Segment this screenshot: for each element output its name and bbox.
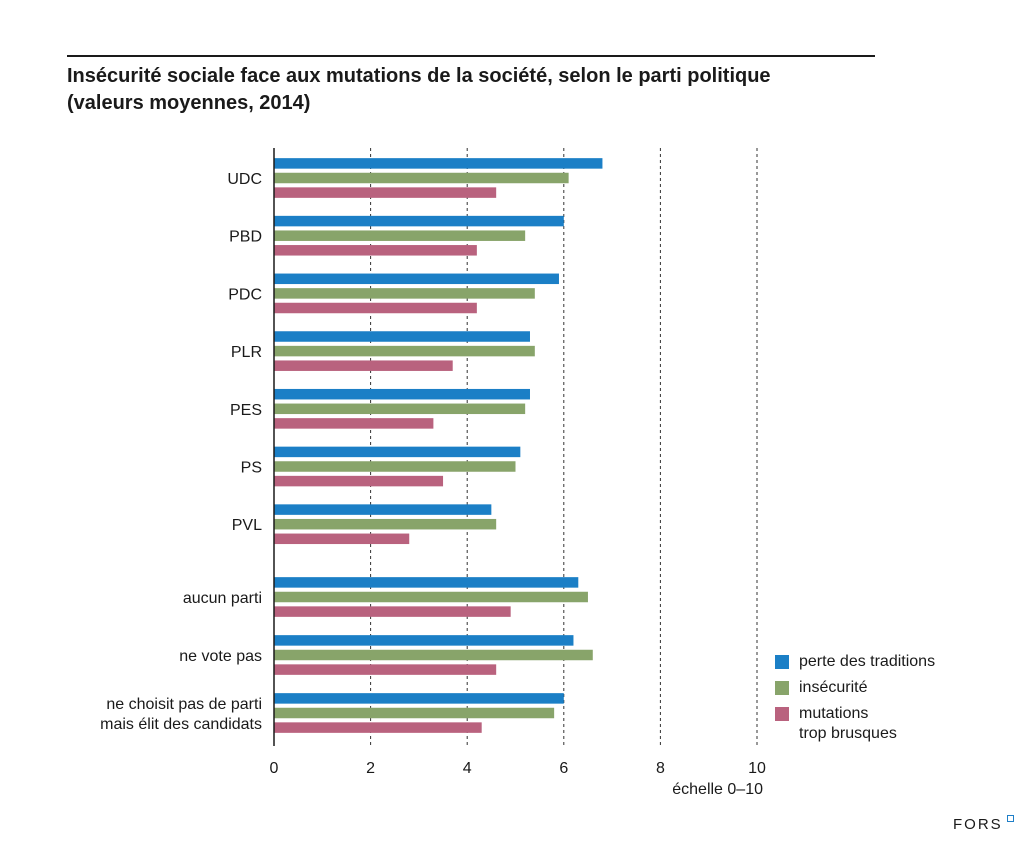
bar xyxy=(274,245,477,256)
x-tick-label: 4 xyxy=(463,760,472,777)
bar xyxy=(274,345,535,357)
x-tick-label: 2 xyxy=(366,760,375,777)
bar xyxy=(274,360,453,371)
chart-title: Insécurité sociale face aux mutations de… xyxy=(67,63,947,117)
legend-label-insecurite: insécurité xyxy=(799,679,868,696)
category-label: UDC xyxy=(227,171,262,188)
legend-item-insecurite: insécurité xyxy=(775,678,935,698)
category-label: PDC xyxy=(228,286,262,303)
bar xyxy=(274,158,603,169)
legend: perte des traditions insécurité mutation… xyxy=(775,652,935,750)
x-tick-label: 8 xyxy=(656,760,665,777)
legend-swatch-perte xyxy=(775,655,789,669)
bar xyxy=(274,172,569,184)
category-label: aucun parti xyxy=(183,590,262,607)
x-tick-label: 6 xyxy=(559,760,568,777)
legend-label-perte: perte des traditions xyxy=(799,653,936,670)
bar xyxy=(274,215,564,227)
fors-logo: FORS xyxy=(953,816,1003,833)
bars xyxy=(274,158,603,733)
bar xyxy=(274,288,535,299)
legend-swatch-mutations xyxy=(775,707,789,721)
bar xyxy=(274,331,530,342)
bar xyxy=(274,518,497,530)
x-axis-title: échelle 0–10 xyxy=(672,781,763,798)
chart-title-line-2: (valeurs moyennes, 2014) xyxy=(67,92,311,114)
legend-label-mutations: mutations trop brusques xyxy=(799,705,897,742)
x-tick-label: 10 xyxy=(748,760,766,777)
category-label: ne choisit pas de parti mais élit des can… xyxy=(100,696,262,733)
category-label: PVL xyxy=(232,517,262,534)
legend-swatch-insecurite xyxy=(775,681,789,695)
bar xyxy=(274,591,588,603)
chart-title-line-1: Insécurité sociale face aux mutations de… xyxy=(67,65,771,87)
x-tick-labels: 0 2 4 6 8 10 xyxy=(270,760,766,777)
logo-accent-icon xyxy=(1007,815,1014,822)
bar xyxy=(274,649,593,661)
category-label: PS xyxy=(241,460,262,477)
bar xyxy=(274,722,482,733)
bar xyxy=(274,461,516,472)
bar xyxy=(274,446,521,458)
bar xyxy=(274,707,555,719)
bar xyxy=(274,475,444,487)
bar xyxy=(274,693,564,704)
title-rule xyxy=(67,55,875,57)
bar xyxy=(274,187,497,198)
category-label: ne vote pas xyxy=(179,648,262,665)
bar xyxy=(274,273,559,285)
category-label: PBD xyxy=(229,229,262,246)
bar xyxy=(274,388,530,400)
bar xyxy=(274,230,526,241)
bar xyxy=(274,664,497,675)
category-label: PES xyxy=(230,402,262,419)
legend-item-mutations: mutations trop brusques xyxy=(775,704,935,744)
bar xyxy=(274,635,574,646)
category-labels: UDC PBD PDC PLR PES PS PVL aucun parti ne vote p… xyxy=(100,171,262,733)
bar xyxy=(274,504,492,515)
bar xyxy=(274,302,477,314)
bar xyxy=(274,418,434,429)
category-label: PLR xyxy=(231,344,262,361)
grid-lines xyxy=(370,148,758,746)
x-tick-label: 0 xyxy=(270,760,279,777)
bar xyxy=(274,403,526,415)
bar xyxy=(274,533,410,545)
legend-item-perte: perte des traditions xyxy=(775,652,935,672)
bar xyxy=(274,606,511,617)
bar xyxy=(274,577,579,588)
